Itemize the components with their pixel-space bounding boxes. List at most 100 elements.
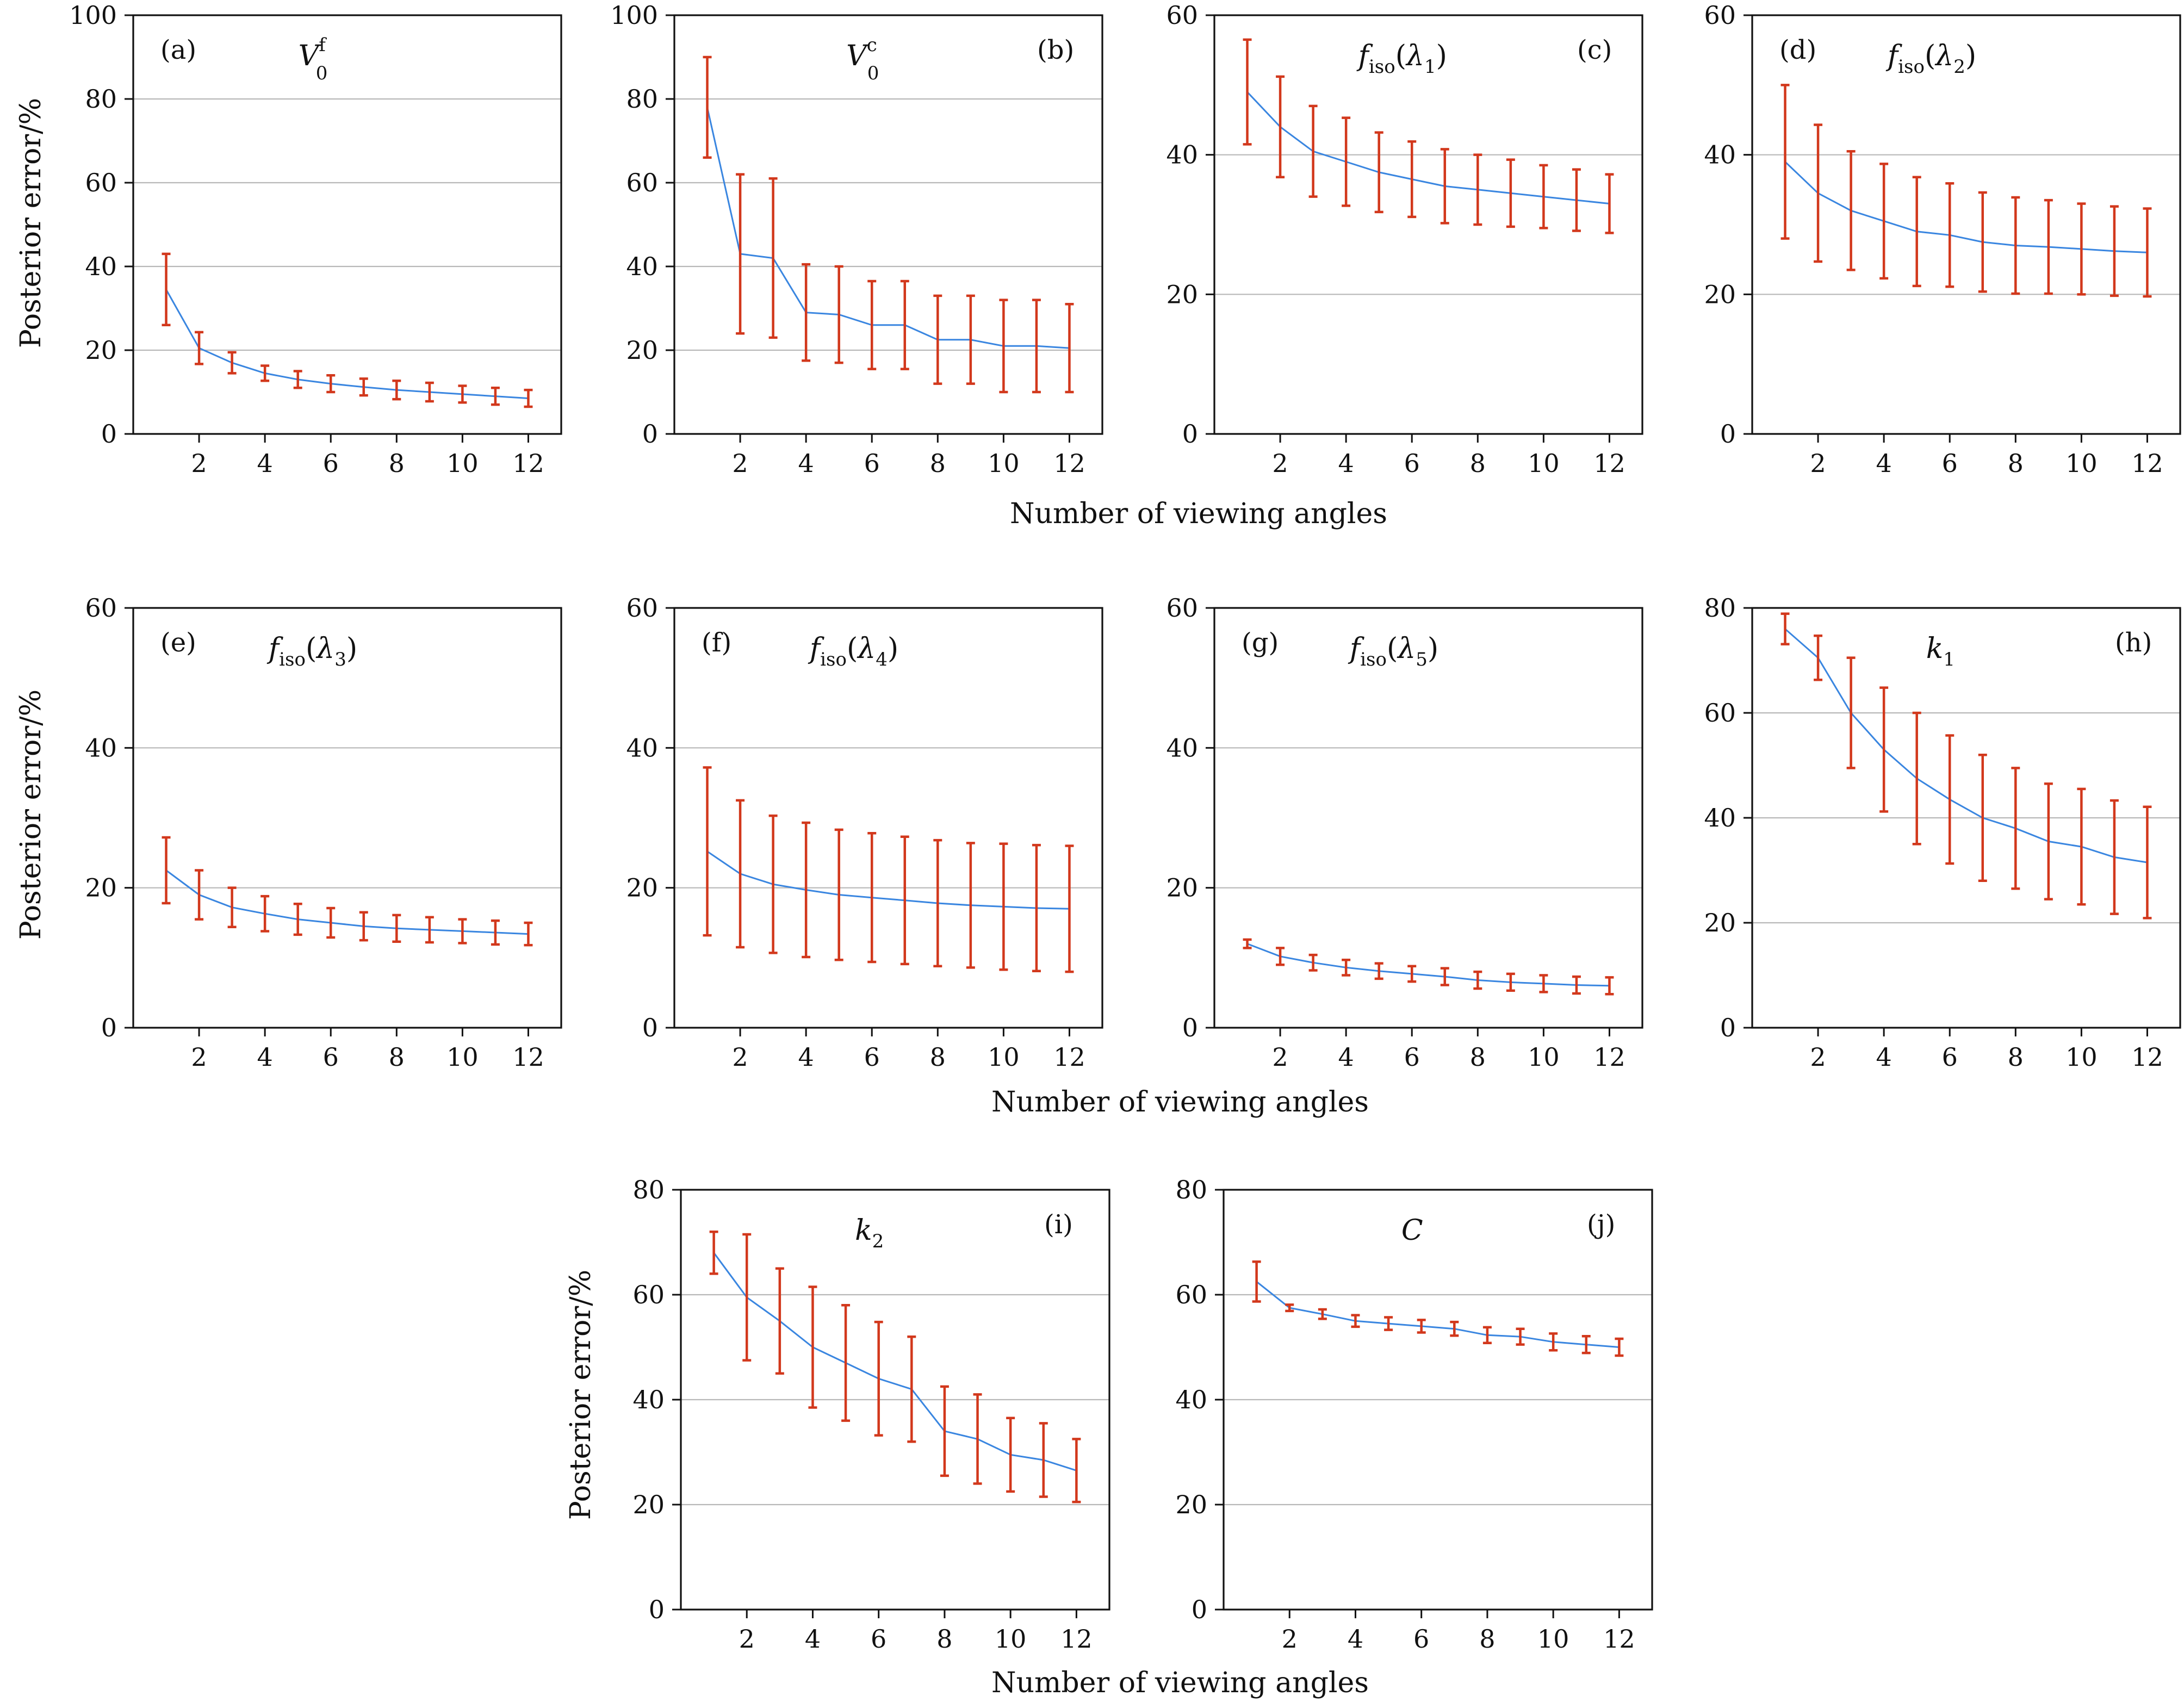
error-bar — [867, 279, 877, 370]
x-tick-label: 10 — [446, 449, 479, 478]
error-bar — [1032, 299, 1041, 394]
y-tick-label: 0 — [1182, 1013, 1198, 1042]
panel-a: 2 4 6 8 10 12 0 20 40 60 80 100 (a) Vf 0 — [69, 1, 562, 478]
ylabel-row2: Posterior error/% — [15, 690, 47, 940]
error-bar — [933, 838, 942, 968]
error-bar — [1945, 734, 1955, 865]
x-tick-label: 6 — [323, 449, 339, 478]
y-tick-label: 0 — [1182, 419, 1198, 449]
error-bar — [326, 906, 336, 939]
error-bar — [1879, 163, 1889, 280]
x-tick-label: 4 — [798, 449, 814, 478]
y-tick-label: 20 — [1166, 279, 1198, 309]
error-bar — [768, 177, 778, 339]
series-line — [1784, 161, 2148, 253]
error-bar — [1605, 976, 1614, 996]
error-bar — [195, 869, 204, 921]
panel-g: 2 4 6 8 10 12 0 20 40 60 (g) fiso(λ5) — [1166, 593, 1643, 1072]
error-bar — [1912, 711, 1921, 846]
error-bar — [2109, 205, 2119, 297]
x-tick-label: 2 — [732, 1042, 748, 1072]
y-tick-label: 80 — [1175, 1175, 1207, 1204]
plot-frame — [132, 14, 562, 435]
x-tick-label: 6 — [864, 1042, 880, 1072]
title-paren-open: ( — [1395, 40, 1406, 72]
x-tick-label: 6 — [871, 1624, 886, 1654]
title-sub: 1 — [1943, 649, 1955, 670]
error-bar — [1440, 148, 1449, 225]
title-paren-open: ( — [1387, 632, 1398, 665]
panel-label: (c) — [1577, 35, 1612, 65]
error-bar — [162, 836, 171, 905]
y-tick-label: 40 — [1704, 803, 1736, 833]
x-tick-label: 8 — [936, 1624, 952, 1654]
error-bar — [1912, 176, 1921, 288]
x-tick-label: 10 — [446, 1042, 479, 1072]
title-sub: iso — [1369, 56, 1395, 78]
error-bar — [359, 911, 368, 942]
error-bar — [2011, 767, 2020, 890]
error-bar — [2011, 196, 2020, 295]
y-tick-label: 100 — [610, 1, 658, 30]
error-bar — [1342, 958, 1351, 977]
y-tick-label: 20 — [626, 873, 658, 903]
y-tick-label: 0 — [101, 1013, 117, 1042]
x-tick-label: 12 — [1603, 1624, 1635, 1654]
x-tick-label: 10 — [2065, 1042, 2098, 1072]
title-sup: f — [319, 34, 327, 56]
error-bar — [808, 1285, 817, 1409]
error-bar — [742, 1233, 752, 1362]
panel-f: 2 4 6 8 10 12 0 20 40 60 (f) fiso(λ4) — [626, 593, 1103, 1072]
panel-title: fiso(λ2) — [1885, 40, 1976, 78]
error-bar — [736, 799, 745, 949]
x-tick-label: 4 — [257, 449, 273, 478]
title-arg-sub: 2 — [1953, 56, 1965, 78]
y-tick-label: 20 — [85, 336, 117, 365]
panel-title: Vc 0 — [846, 34, 879, 84]
x-tick-label: 6 — [1942, 449, 1958, 478]
y-tick-label: 40 — [626, 252, 658, 281]
plot-frame — [1213, 14, 1643, 435]
title-main: V — [299, 40, 321, 72]
error-bar — [736, 173, 745, 335]
error-bar — [907, 1335, 916, 1443]
error-bar — [524, 388, 533, 408]
x-tick-label: 12 — [2131, 1042, 2163, 1072]
x-tick-label: 12 — [1053, 449, 1085, 478]
error-bar — [999, 842, 1008, 971]
x-tick-label: 2 — [191, 1042, 207, 1072]
panel-label: (g) — [1242, 628, 1279, 658]
y-tick-label: 80 — [632, 1175, 665, 1204]
error-bar — [1473, 153, 1482, 226]
error-bar — [1065, 844, 1074, 973]
panel-label: (b) — [1037, 35, 1074, 65]
y-tick-label: 20 — [85, 873, 117, 903]
panel-label: (e) — [160, 628, 196, 658]
panel-c: 2 4 6 8 10 12 0 20 40 60 (c) fiso(λ1) — [1166, 1, 1643, 478]
error-bar — [1318, 1308, 1327, 1320]
xlabel-row1: Number of viewing angles — [1010, 498, 1387, 530]
y-tick-label: 20 — [626, 336, 658, 365]
panel-label: (h) — [2115, 628, 2152, 658]
x-tick-label: 4 — [1876, 449, 1892, 478]
panel-e: 2 4 6 8 10 12 0 20 40 60 (e) fiso(λ3) — [85, 593, 562, 1072]
y-tick-label: 40 — [1704, 140, 1736, 170]
y-tick-label: 60 — [1166, 1, 1198, 30]
panel-label: (a) — [160, 35, 196, 65]
series-line — [713, 1252, 1077, 1471]
x-tick-label: 10 — [1537, 1624, 1569, 1654]
x-tick-label: 8 — [930, 1042, 946, 1072]
x-tick-label: 6 — [323, 1042, 339, 1072]
error-bar — [1549, 1332, 1558, 1352]
x-tick-label: 8 — [2008, 1042, 2024, 1072]
title-sub: 0 — [867, 63, 879, 84]
error-bar — [1440, 967, 1449, 986]
error-bar — [1814, 123, 1823, 263]
title-paren-open: ( — [847, 632, 858, 665]
error-bar — [1072, 1438, 1081, 1504]
error-bar — [1846, 150, 1856, 271]
error-bar — [1407, 965, 1417, 983]
